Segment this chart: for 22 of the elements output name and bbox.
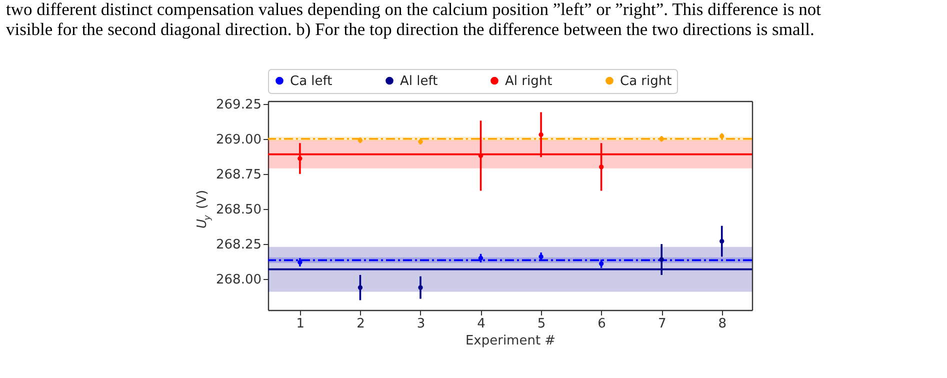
text: visible for the second diagonal direction. b) For the top direction the difference between the two directions is small. (6, 19, 814, 39)
y-tick-label: 269.25 (216, 97, 262, 112)
y-tick-label: 268.00 (216, 272, 262, 288)
legend-label: Ca left (290, 74, 332, 89)
y-tick-label: 268.50 (216, 202, 262, 218)
x-tick-label: 5 (537, 316, 546, 332)
x-axis-title: Experiment # (465, 334, 556, 348)
y-tick-label: 268.75 (216, 167, 262, 182)
x-tick-label: 3 (416, 316, 426, 332)
x-tick-label: 4 (477, 316, 486, 332)
legend-label: Al right (505, 74, 552, 89)
x-tick-label: 7 (658, 316, 666, 332)
x-tick-label: 2 (356, 316, 365, 332)
legend-label: Al left (400, 74, 438, 89)
y-tick-label: 268.25 (216, 238, 262, 253)
x-tick-label: 8 (718, 316, 727, 332)
x-tick-label: 6 (598, 316, 606, 332)
x-tick-label: 1 (296, 316, 305, 332)
legend-label: Ca right (620, 74, 672, 89)
y-tick-label: 269.00 (216, 132, 262, 148)
y-axis-title: Uy (V) (195, 190, 213, 228)
text: two different distinct compensation values depending on the calcium position ”left” or ”right”. This difference is not (6, 0, 822, 19)
